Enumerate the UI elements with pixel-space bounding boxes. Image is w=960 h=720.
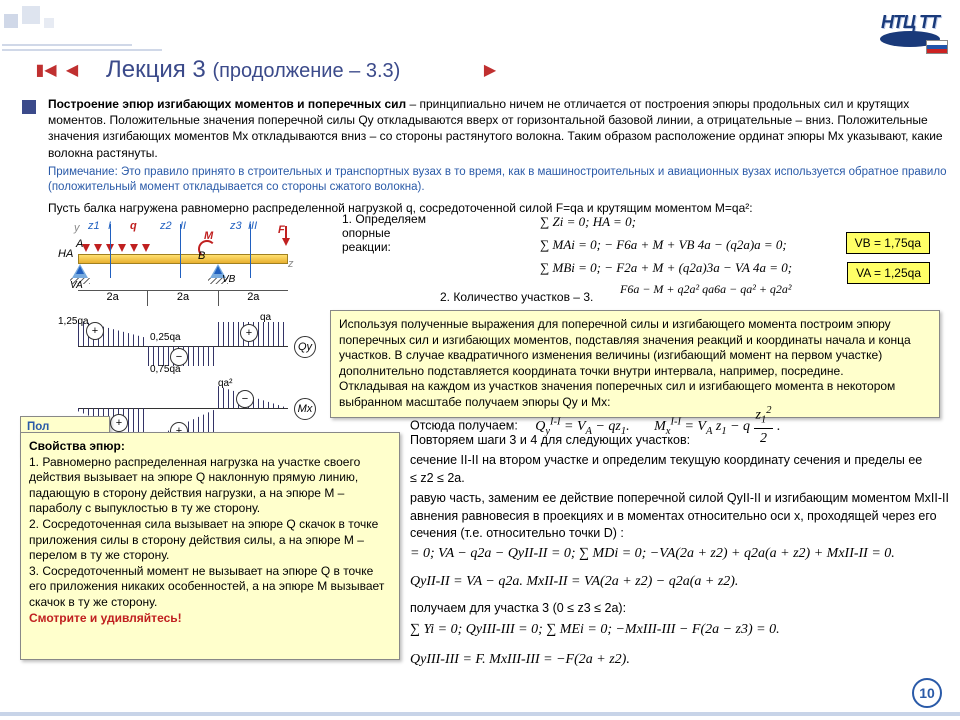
beam-diagram: HA y z1 I q z2 II M z3 III F A VA B VB z… (30, 218, 340, 308)
Qy-label: Qy (294, 336, 316, 358)
prop-2: 2. Сосредоточенная сила вызывает на эпюр… (29, 517, 391, 564)
q-val-4: qa (260, 312, 271, 323)
yb1-line1: Используя полученные выражения для попер… (339, 317, 931, 379)
nav-buttons: ▮◀ ◀ (36, 60, 82, 80)
result-VA: VA = 1,25qa (847, 262, 930, 284)
nav-next[interactable]: ▶ (480, 60, 500, 80)
m-val-3: qa² (218, 378, 232, 389)
paragraph-intro: Построение эпюр изгибающих моментов и по… (48, 96, 948, 161)
props-final: Смотрите и удивляйтесь! (29, 611, 391, 627)
lbl-VB: VB (222, 274, 235, 285)
lbl-q: q (130, 220, 137, 232)
plus-icon: + (86, 322, 104, 340)
page-title: Лекция 3 (продолжение – 3.3) (106, 56, 400, 84)
dimensions: 2a 2a 2a (78, 290, 288, 306)
dim-3: 2a (219, 291, 288, 306)
mid5: получаем для участка 3 (0 ≤ z3 ≤ 2a): (410, 600, 950, 618)
minus-icon: − (170, 348, 188, 366)
main-text: Построение эпюр изгибающих моментов и по… (48, 96, 948, 216)
decor-top (0, 0, 960, 40)
result-VB: VB = 1,75qa (846, 232, 930, 254)
step-2: 2. Количество участков – 3. (440, 290, 593, 304)
mid2: Повторяем шаги 3 и 4 для следующих участ… (410, 432, 950, 450)
prop-3: 3. Сосредоточенный момент не вызывает на… (29, 564, 391, 611)
intro-bold: Построение эпюр изгибающих моментов и по… (48, 97, 406, 111)
logo-text: НТЦ ТТ (881, 12, 939, 33)
lbl-F: F (278, 224, 285, 236)
axis-z: z (288, 258, 294, 270)
minus-icon-2: − (236, 390, 254, 408)
Mx-label: Mx (294, 398, 316, 420)
lbl-A: A (76, 238, 83, 250)
note-box-1: Используя полученные выражения для попер… (330, 310, 940, 418)
nav-prev[interactable]: ◀ (62, 60, 82, 80)
flag-icon (926, 40, 948, 54)
eq2b: QyII-II = VA − q2a. MxII-II = VA(2a + z2… (410, 572, 950, 592)
properties-box: Свойства эпюр: 1. Равномерно распределен… (20, 432, 400, 660)
lbl-HA: HA (58, 248, 73, 260)
mid3: сечение II-II на втором участке и опреде… (410, 452, 950, 487)
q-val-1: 1,25qa (58, 316, 89, 327)
mid1: Отсюда получаем: (410, 419, 518, 433)
eq3b: QyIII-III = F. MxIII-III = −F(2a + z2). (410, 650, 950, 670)
dim-1: 2a (78, 291, 148, 306)
lbl-z2: z2 (160, 220, 172, 232)
props-title: Свойства эпюр: (29, 439, 125, 453)
lbl-B: B (198, 250, 205, 262)
dim-2: 2a (148, 291, 218, 306)
plus-icon-2: + (240, 324, 258, 342)
plus-icon-3: + (110, 414, 128, 432)
decor-bottom (0, 712, 960, 716)
mid4: равую часть, заменим ее действие попереч… (410, 490, 950, 543)
bullet-icon (22, 100, 36, 114)
nav-first[interactable]: ▮◀ (36, 60, 56, 80)
eq-l1: ∑ Zi = 0; HA = 0; (540, 212, 950, 233)
title-cont: (продолжение – 3.3) (212, 60, 400, 82)
eq3: ∑ Yi = 0; QyIII-III = 0; ∑ MEi = 0; −MxI… (410, 620, 950, 640)
reaction-equations: ∑ Zi = 0; HA = 0; ∑ MAi = 0; − F6a + M +… (340, 210, 950, 302)
title-main: Лекция 3 (106, 56, 212, 83)
q-val-2: 0,25qa (150, 332, 181, 343)
note: Примечание: Это правило принято в строит… (48, 165, 948, 196)
axis-y: y (74, 222, 80, 234)
page-number: 10 (912, 678, 942, 708)
prop-1: 1. Равномерно распределенная нагрузка на… (29, 455, 391, 517)
lbl-z3: z3 (230, 220, 242, 232)
eq2: = 0; VA − q2a − QyII-II = 0; ∑ MDi = 0; … (410, 544, 950, 564)
lbl-z1: z1 (88, 220, 100, 232)
